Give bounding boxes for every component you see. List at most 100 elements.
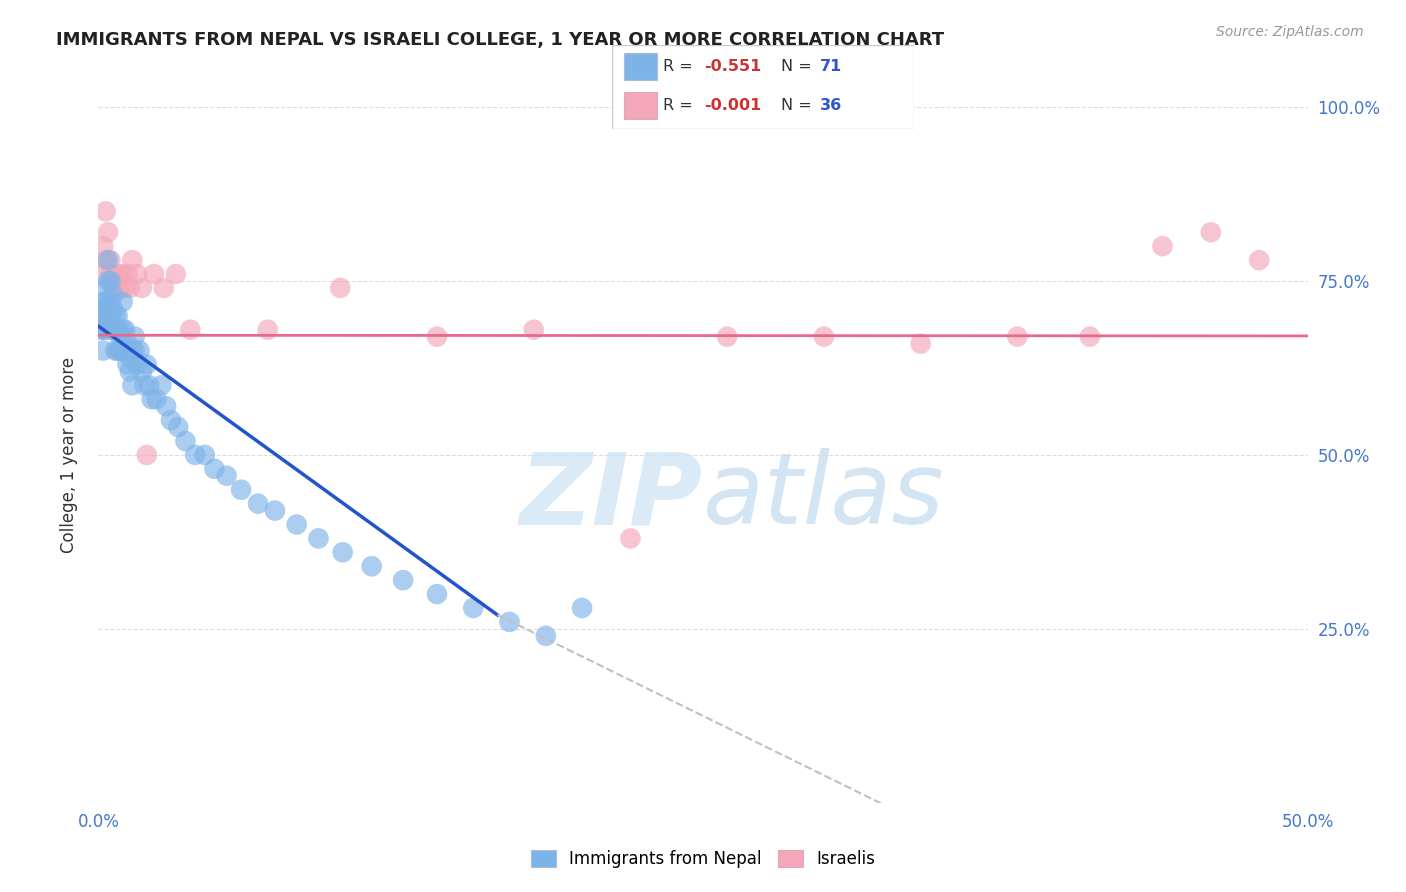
Point xyxy=(90,323,112,337)
Point xyxy=(247,497,270,511)
Point xyxy=(94,294,117,309)
Point xyxy=(1199,225,1222,239)
Point xyxy=(94,323,117,337)
Point xyxy=(1078,329,1101,343)
Point xyxy=(264,503,287,517)
Point xyxy=(121,343,143,358)
Text: IMMIGRANTS FROM NEPAL VS ISRAELI COLLEGE, 1 YEAR OR MORE CORRELATION CHART: IMMIGRANTS FROM NEPAL VS ISRAELI COLLEGE… xyxy=(56,31,945,49)
Point xyxy=(143,267,166,281)
Point xyxy=(111,323,134,337)
Point xyxy=(215,468,238,483)
Text: atlas: atlas xyxy=(703,448,945,545)
Point xyxy=(91,239,114,253)
Point xyxy=(134,378,156,392)
Point xyxy=(1249,253,1271,268)
Point xyxy=(91,294,114,309)
Point xyxy=(97,309,120,323)
Point xyxy=(118,281,141,295)
Point xyxy=(160,413,183,427)
Point xyxy=(101,274,124,288)
Point xyxy=(498,615,520,629)
Point xyxy=(94,253,117,268)
Point xyxy=(100,267,122,281)
Point xyxy=(97,274,120,288)
Point xyxy=(131,281,153,295)
Point xyxy=(117,358,139,372)
Point xyxy=(111,267,134,281)
Point xyxy=(94,301,117,316)
Point xyxy=(90,309,112,323)
Point xyxy=(100,294,122,309)
Text: 36: 36 xyxy=(820,98,842,113)
Point xyxy=(101,288,124,302)
Point xyxy=(463,601,485,615)
Point xyxy=(101,301,124,316)
Point xyxy=(104,323,127,337)
Point xyxy=(165,267,187,281)
Point xyxy=(108,281,131,295)
Point xyxy=(108,343,131,358)
Point xyxy=(426,329,449,343)
Point xyxy=(128,343,150,358)
Point xyxy=(104,343,127,358)
Point xyxy=(716,329,738,343)
Point xyxy=(114,281,136,295)
Point xyxy=(97,253,120,268)
Point xyxy=(145,392,167,407)
Point xyxy=(174,434,197,448)
Point xyxy=(100,309,122,323)
Point xyxy=(124,343,146,358)
Point xyxy=(108,329,131,343)
Point xyxy=(107,323,129,337)
Point xyxy=(256,323,278,337)
Point xyxy=(124,329,146,343)
Point xyxy=(111,294,134,309)
Point xyxy=(426,587,449,601)
Point xyxy=(360,559,382,574)
Point xyxy=(100,253,122,268)
Point xyxy=(90,267,112,281)
Point xyxy=(619,532,641,546)
Point xyxy=(121,378,143,392)
Point xyxy=(127,267,149,281)
Point xyxy=(94,204,117,219)
Point xyxy=(155,399,177,413)
Point xyxy=(229,483,252,497)
Point xyxy=(813,329,835,343)
Text: N =: N = xyxy=(780,98,817,113)
Bar xyxy=(624,54,657,80)
Text: 71: 71 xyxy=(820,59,842,74)
Point xyxy=(135,448,157,462)
Point xyxy=(184,448,207,462)
Point xyxy=(204,462,226,476)
Point xyxy=(91,309,114,323)
Text: -0.551: -0.551 xyxy=(704,59,761,74)
Point xyxy=(571,601,593,615)
Point xyxy=(141,392,163,407)
Point xyxy=(114,323,136,337)
Text: ZIP: ZIP xyxy=(520,448,703,545)
Point xyxy=(392,573,415,587)
Point xyxy=(534,629,557,643)
Point xyxy=(100,274,122,288)
Point xyxy=(111,343,134,358)
Point xyxy=(117,336,139,351)
Point xyxy=(332,545,354,559)
Point xyxy=(1007,329,1029,343)
Point xyxy=(104,309,127,323)
Point xyxy=(131,364,153,378)
Point xyxy=(910,336,932,351)
Point xyxy=(101,323,124,337)
Point xyxy=(523,323,546,337)
Point xyxy=(100,323,122,337)
Point xyxy=(1152,239,1174,253)
Bar xyxy=(624,92,657,120)
Point xyxy=(107,267,129,281)
Point xyxy=(114,343,136,358)
Point xyxy=(308,532,330,546)
Text: N =: N = xyxy=(780,59,817,74)
Point xyxy=(118,364,141,378)
Point xyxy=(91,323,114,337)
Point xyxy=(152,281,174,295)
Text: -0.001: -0.001 xyxy=(704,98,761,113)
